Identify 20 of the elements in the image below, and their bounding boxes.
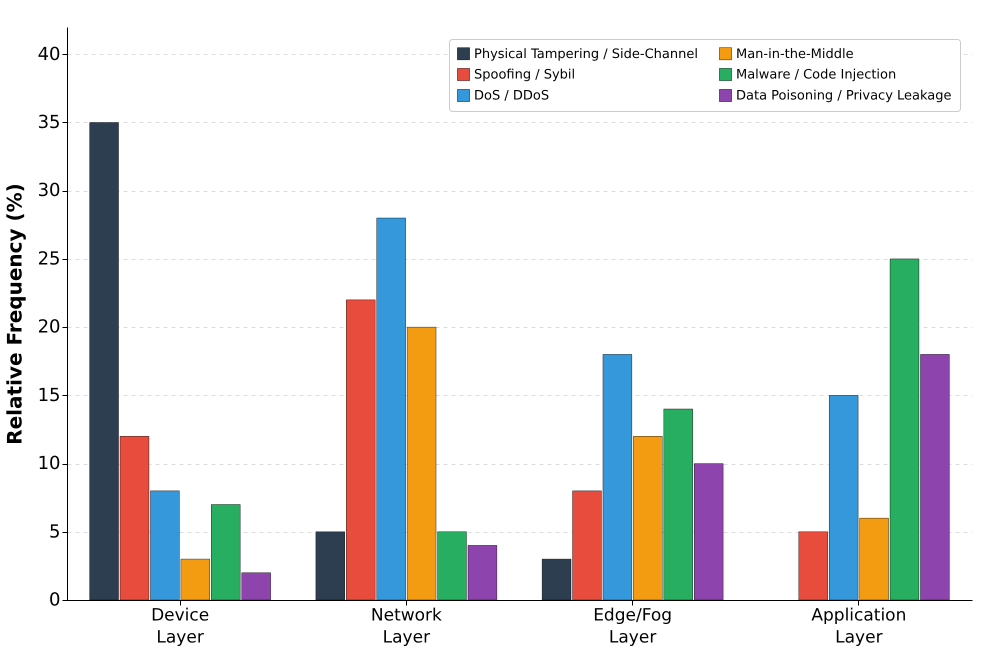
y-tick-label: 15 <box>38 384 60 406</box>
y-tick-label: 10 <box>38 453 60 474</box>
legend-label: Man-in-the-Middle <box>736 46 854 62</box>
legend-label: Spoofing / Sybil <box>474 68 576 82</box>
x-tick-label: Edge/Fog Layer <box>593 606 672 648</box>
y-tick-label: 25 <box>38 248 60 270</box>
legend-label: Physical Tampering / Side-Channel <box>474 46 698 62</box>
y-tick-label: 30 <box>38 180 60 202</box>
y-axis-title: Relative Frequency (%) <box>2 183 27 445</box>
x-tick-label: Application Layer <box>811 606 906 648</box>
y-tick-label: 20 <box>38 316 60 338</box>
x-tick-label: Network Layer <box>370 606 442 648</box>
legend-label: Data Poisoning / Privacy Leakage <box>736 88 952 104</box>
x-tick-label: Device Layer <box>151 606 210 648</box>
legend-label: Malware / Code Injection <box>736 68 896 82</box>
y-tick-label: 35 <box>38 112 60 133</box>
y-tick-label: 0 <box>49 590 60 610</box>
legend-label: DoS / DDoS <box>474 88 550 104</box>
y-tick-label: 5 <box>49 521 60 542</box>
y-tick-label: 40 <box>38 44 60 65</box>
